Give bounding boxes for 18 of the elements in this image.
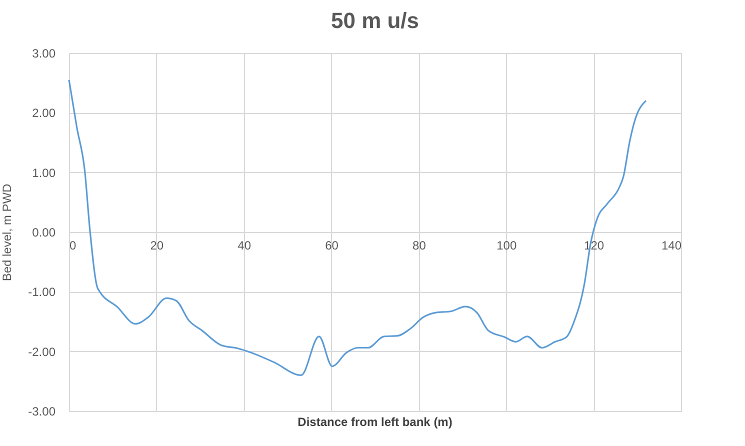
x-tick-label: 100	[496, 238, 517, 252]
x-tick-label: 40	[238, 238, 252, 252]
x-axis-title: Distance from left bank (m)	[298, 415, 452, 429]
y-tick-label: 2.00	[32, 106, 56, 120]
x-tick-label: 60	[325, 238, 339, 252]
y-tick-label: 1.00	[32, 166, 56, 180]
y-tick-label: -2.00	[28, 344, 56, 359]
x-tick-label: 80	[412, 238, 426, 252]
y-axis-title: Bed level, m PWD	[0, 183, 14, 282]
y-tick-label: 0.00	[32, 226, 56, 240]
x-tick-label: 20	[150, 238, 164, 252]
y-tick-label: -1.00	[28, 285, 56, 300]
x-tick-label: 140	[661, 238, 682, 252]
line-series	[68, 79, 647, 376]
y-tick-label: 3.00	[32, 46, 56, 60]
x-tick-label: 0	[70, 238, 76, 252]
y-tick-label: -3.00	[28, 404, 56, 418]
chart-title: 50 m u/s	[330, 8, 420, 33]
